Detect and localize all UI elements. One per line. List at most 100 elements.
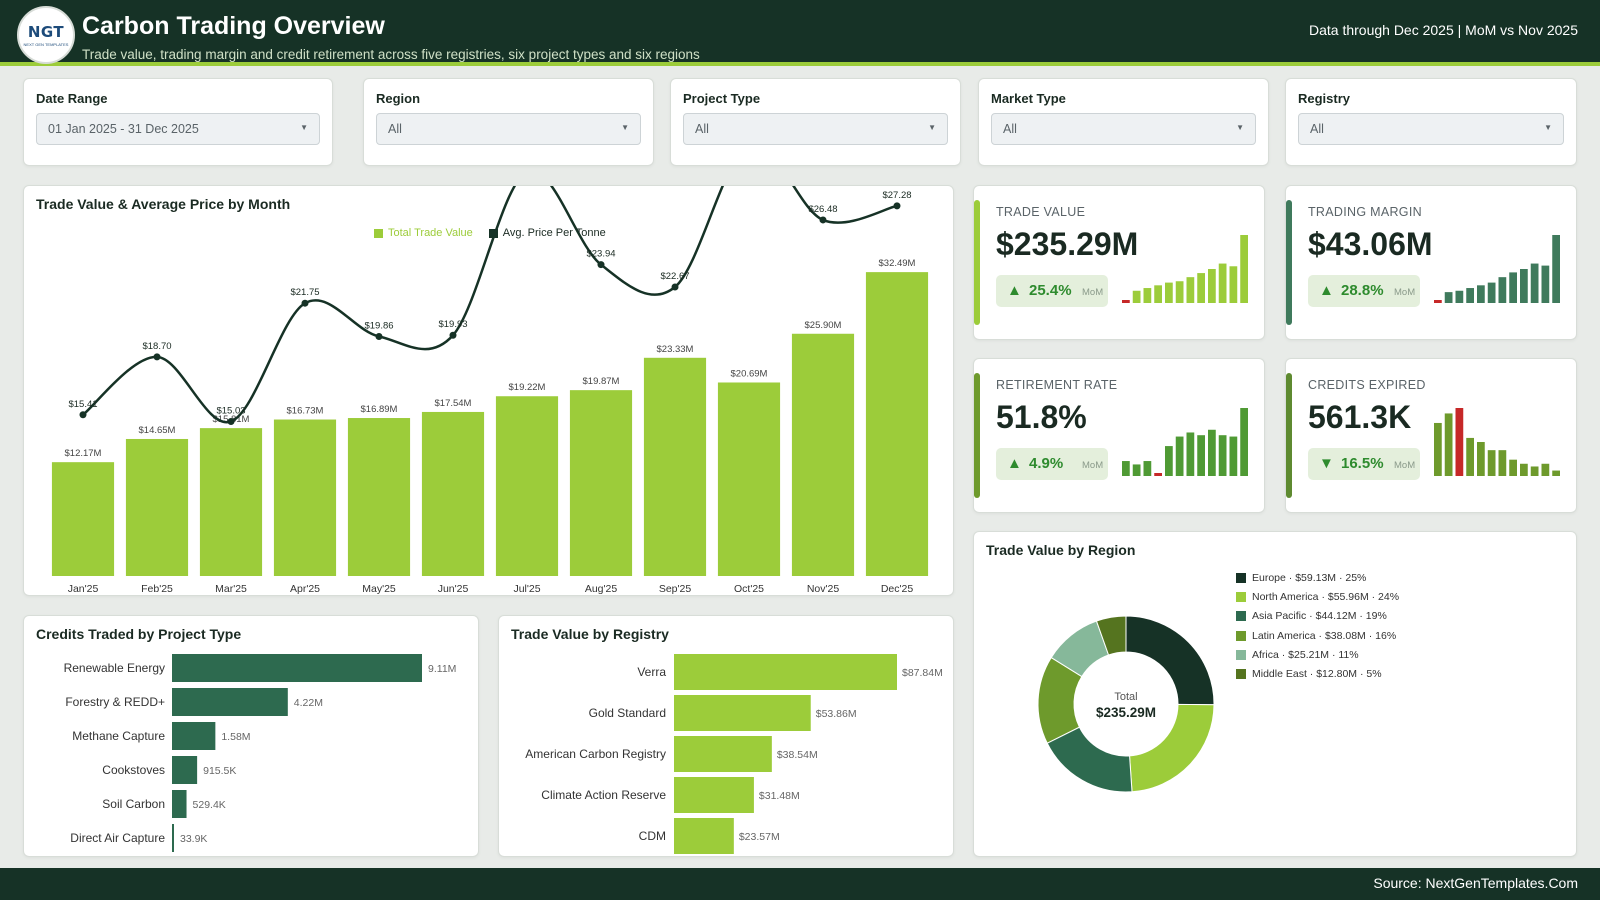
panel-title: Credits Traded by Project Type — [36, 626, 242, 642]
sparkline-bar — [1143, 288, 1152, 303]
bar-value-label: 529.4K — [193, 799, 226, 811]
footer-source: Source: NextGenTemplates.Com — [1373, 875, 1578, 891]
market-type-select[interactable]: All ▼ — [991, 113, 1256, 145]
sparkline-bar — [1186, 432, 1195, 476]
bar-registry — [674, 777, 754, 813]
avg-price-point — [893, 202, 901, 210]
bar-value-label: $17.54M — [435, 398, 472, 409]
legend-label: Asia Pacific · $44.12M · 19% — [1252, 610, 1387, 623]
sparkline-bar — [1498, 450, 1507, 476]
sparkline-bar — [1434, 300, 1442, 303]
x-tick-label: Jun'25 — [438, 583, 469, 595]
chevron-down-icon: ▼ — [1544, 123, 1552, 132]
kpi-change: 25.4% — [1029, 282, 1072, 299]
x-tick-label: Sep'25 — [659, 583, 692, 595]
arrow-up-icon: ▲ — [1319, 282, 1334, 299]
sparkline-bar — [1154, 285, 1162, 303]
sparkline-bar — [1444, 413, 1453, 476]
filter-value: 01 Jan 2025 - 31 Dec 2025 — [48, 122, 199, 136]
bar-value-label: 1.58M — [221, 731, 250, 743]
x-tick-label: Nov'25 — [807, 583, 840, 595]
kpi-accent-bar — [974, 373, 980, 498]
kpi-sparkline — [1434, 408, 1560, 476]
sparkline-bar — [1455, 408, 1464, 476]
filter-label: Date Range — [36, 91, 108, 106]
legend-item: North America · $55.96M · 24% — [1236, 587, 1399, 606]
sparkline-bar — [1509, 459, 1517, 476]
kpi-mom-label: MoM — [1082, 287, 1104, 298]
bar-trade-value — [421, 411, 485, 576]
donut-total-value: $235.29M — [1096, 705, 1156, 720]
category-label: Gold Standard — [589, 706, 666, 720]
kpi-credits-expired: CREDITS EXPIRED 561.3K ▼ 16.5% MoM — [1285, 358, 1577, 513]
avg-price-label: $15.41 — [68, 399, 97, 410]
region-select[interactable]: All ▼ — [376, 113, 641, 145]
sparkline-bar — [1240, 408, 1248, 476]
bar-project-type — [172, 654, 422, 682]
avg-price-point — [79, 411, 87, 419]
bar-trade-value — [199, 428, 263, 576]
sparkline-bar — [1520, 463, 1528, 476]
kpi-value: $43.06M — [1308, 226, 1433, 262]
page-title: Carbon Trading Overview — [82, 12, 385, 40]
bar-value-label: $38.54M — [777, 749, 818, 761]
x-tick-label: Aug'25 — [585, 583, 618, 595]
sparkline-bar — [1498, 277, 1507, 303]
category-label: Climate Action Reserve — [541, 788, 666, 802]
bar-value-label: $87.84M — [902, 667, 943, 679]
bar-value-label: 9.11M — [428, 663, 456, 675]
kpi-trade-value: TRADE VALUE $235.29M ▲ 25.4% MoM — [973, 185, 1265, 340]
registry-select[interactable]: All ▼ — [1298, 113, 1564, 145]
bar-value-label: $19.22M — [509, 382, 546, 393]
bar-trade-value — [495, 396, 559, 576]
legend-swatch — [1236, 649, 1246, 660]
category-label: CDM — [639, 829, 666, 843]
sparkline-bar — [1229, 436, 1238, 476]
region-panel: Trade Value by Region Europe · $59.13M ·… — [973, 531, 1577, 857]
bar-trade-value — [125, 438, 189, 576]
bar-value-label: $25.90M — [805, 320, 842, 331]
legend-label: Africa · $25.21M · 11% — [1252, 648, 1359, 661]
legend-item: Asia Pacific · $44.12M · 19% — [1236, 607, 1399, 626]
category-label: American Carbon Registry — [525, 747, 666, 761]
sparkline-bar — [1186, 277, 1195, 303]
kpi-change-badge: ▲ 4.9% MoM — [996, 448, 1108, 480]
avg-price-label: $15.03 — [216, 405, 245, 416]
chevron-down-icon: ▼ — [300, 123, 308, 132]
trade-month-panel: Trade Value & Average Price by Month Tot… — [23, 185, 954, 596]
kpi-mom-label: MoM — [1394, 287, 1416, 298]
bar-value-label: $31.48M — [759, 790, 800, 802]
avg-price-point — [375, 332, 383, 340]
trade-month-chart: $12.17MJan'25$14.65MFeb'25$15.81MMar'25$… — [51, 186, 929, 595]
data-through-label: Data through Dec 2025 | MoM vs Nov 2025 — [1308, 22, 1578, 38]
registry-panel: Trade Value by Registry Verra $87.84M Gold… — [498, 615, 954, 857]
category-label: Forestry & REDD+ — [65, 695, 165, 709]
panel-title: Trade Value & Average Price by Month — [36, 196, 291, 212]
legend-swatch-bar — [374, 228, 383, 238]
filter-project-type: Project Type All ▼ — [670, 78, 961, 166]
panel-title: Trade Value by Region — [986, 542, 1136, 558]
legend-swatch — [1236, 630, 1246, 641]
footer-bar: Source: NextGenTemplates.Com — [0, 868, 1600, 900]
legend-item: Latin America · $38.08M · 16% — [1236, 626, 1399, 645]
kpi-change-badge: ▲ 25.4% MoM — [996, 275, 1108, 307]
bar-value-label: $14.65M — [139, 425, 176, 436]
filter-value: All — [1310, 122, 1324, 136]
kpi-value: $235.29M — [996, 226, 1139, 262]
category-label: Verra — [637, 665, 666, 679]
avg-price-point — [153, 353, 161, 361]
bar-trade-value — [791, 333, 855, 576]
bar-value-label: $16.89M — [361, 404, 398, 415]
x-tick-label: Apr'25 — [290, 583, 320, 595]
avg-price-point — [819, 216, 827, 224]
project-type-select[interactable]: All ▼ — [683, 113, 948, 145]
x-tick-label: Mar'25 — [215, 583, 247, 595]
legend-swatch — [1236, 572, 1246, 583]
filter-value: All — [388, 122, 402, 136]
kpi-change: 16.5% — [1341, 455, 1384, 472]
brand-logo: NGT NEXT GEN TEMPLATES — [17, 6, 75, 64]
date-range-select[interactable]: 01 Jan 2025 - 31 Dec 2025 ▼ — [36, 113, 320, 145]
bar-project-type — [172, 722, 216, 750]
avg-price-label: $18.70 — [142, 341, 171, 352]
sparkline-bar — [1552, 235, 1560, 303]
